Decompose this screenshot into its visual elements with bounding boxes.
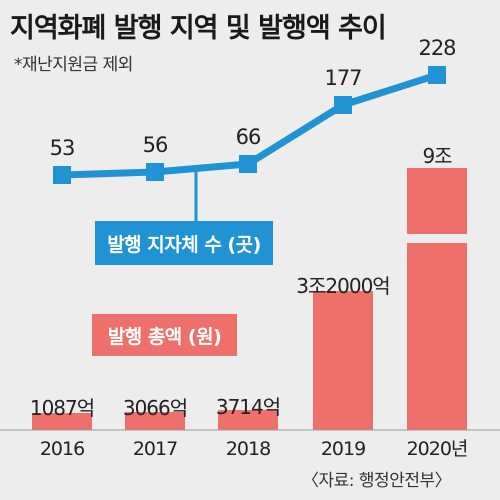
line-data-label-2: 66 <box>236 125 261 149</box>
line-point-0 <box>53 166 71 184</box>
chart-title: 지역화폐 발행 지역 및 발행액 추이 <box>10 13 387 44</box>
line-point-3 <box>334 96 352 114</box>
bar-data-label-1: 3066억 <box>123 396 187 420</box>
line-point-1 <box>146 163 164 181</box>
line-data-label-3: 177 <box>324 66 361 90</box>
line-point-4 <box>428 66 446 84</box>
x-tick-label-0: 2016 <box>40 438 84 460</box>
line-series-label: 발행 지자체 수 (곳) <box>95 221 273 265</box>
bar-gap <box>406 234 468 243</box>
chart-subtitle: *재난지원금 제외 <box>14 55 133 75</box>
x-tick-label-4: 2020년 <box>407 438 468 460</box>
line-data-label-1: 56 <box>143 133 168 157</box>
bar-2 <box>218 410 278 430</box>
bar-1 <box>125 412 185 430</box>
x-tick-label-1: 2017 <box>133 438 177 460</box>
bar-series-label: 발행 총액 (원) <box>92 314 237 356</box>
bar-4 <box>407 168 467 430</box>
bar-data-label-2: 3714억 <box>216 395 280 419</box>
line-data-label-0: 53 <box>50 136 75 160</box>
x-tick-label-2: 2018 <box>226 438 270 460</box>
line-point-2 <box>239 155 257 173</box>
source-note: 〈자료: 행정안전부〉 <box>302 471 452 491</box>
bar-0 <box>32 413 92 430</box>
bar-3 <box>313 291 373 430</box>
line-data-label-4: 228 <box>418 36 455 60</box>
bar-data-label-0: 1087억 <box>30 396 94 420</box>
x-tick-label-3: 2019 <box>321 438 365 460</box>
bar-data-label-3: 3조2000억 <box>296 274 389 298</box>
bar-data-label-4: 9조 <box>422 144 452 168</box>
